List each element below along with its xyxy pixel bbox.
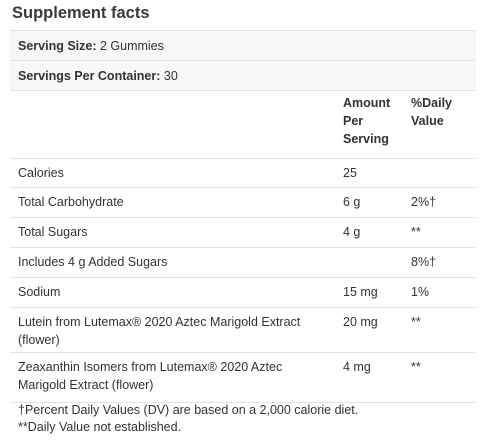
nutrient-row: Sodium 15 mg 1%	[10, 277, 476, 307]
nutrient-name: Total Sugars	[18, 225, 88, 239]
servings-per-container-row: Servings Per Container: 30	[10, 60, 476, 90]
servings-per-container-label: Servings Per Container:	[18, 69, 161, 83]
nutrient-row: Lutein from Lutemax® 2020 Aztec Marigold…	[10, 307, 476, 352]
nutrient-dv: 8%†	[411, 255, 437, 269]
supplement-facts-table: Serving Size: 2 Gummies Servings Per Con…	[10, 30, 476, 403]
footnote-not-established: **Daily Value not established.	[18, 420, 182, 434]
panel-title: Supplement facts	[12, 4, 150, 22]
nutrient-dv: 1%	[411, 285, 430, 299]
nutrient-name: Sodium	[18, 285, 61, 299]
nutrient-dv: **	[411, 225, 421, 239]
nutrient-name: Calories	[18, 166, 64, 180]
nutrient-dv: 2%†	[411, 195, 437, 209]
nutrient-amount: 15 mg	[343, 285, 378, 299]
nutrient-amount: 4 mg	[343, 360, 371, 374]
header-row: Amount Per Serving %Daily Value	[10, 90, 476, 158]
nutrient-row: Zeaxanthin Isomers from Lutemax® 2020 Az…	[10, 352, 476, 403]
nutrient-row: Total Carbohydrate 6 g 2%†	[10, 187, 476, 217]
serving-size-value: 2 Gummies	[99, 39, 164, 53]
nutrient-amount: 20 mg	[343, 315, 378, 329]
serving-size-label: Serving Size:	[18, 39, 97, 53]
amount-per-serving-header: Amount Per Serving	[343, 96, 391, 146]
nutrient-row: Total Sugars 4 g **	[10, 217, 476, 247]
nutrient-name: Total Carbohydrate	[18, 195, 124, 209]
nutrient-name: Zeaxanthin Isomers from Lutemax® 2020 Az…	[18, 360, 283, 392]
daily-value-header: %Daily Value	[411, 96, 452, 128]
footnote-dv: †Percent Daily Values (DV) are based on …	[18, 403, 359, 417]
nutrient-row: Calories 25	[10, 158, 476, 187]
servings-per-container-value: 30	[163, 69, 178, 83]
nutrient-amount: 25	[343, 166, 357, 180]
nutrient-amount: 4 g	[343, 225, 361, 239]
nutrient-dv: **	[411, 360, 421, 374]
serving-size-row: Serving Size: 2 Gummies	[10, 30, 476, 60]
nutrient-amount: 6 g	[343, 195, 361, 209]
nutrient-dv: **	[411, 315, 421, 329]
nutrient-name: Lutein from Lutemax® 2020 Aztec Marigold…	[18, 315, 301, 347]
nutrient-row: Includes 4 g Added Sugars 8%†	[10, 247, 476, 277]
nutrient-name: Includes 4 g Added Sugars	[18, 255, 168, 269]
